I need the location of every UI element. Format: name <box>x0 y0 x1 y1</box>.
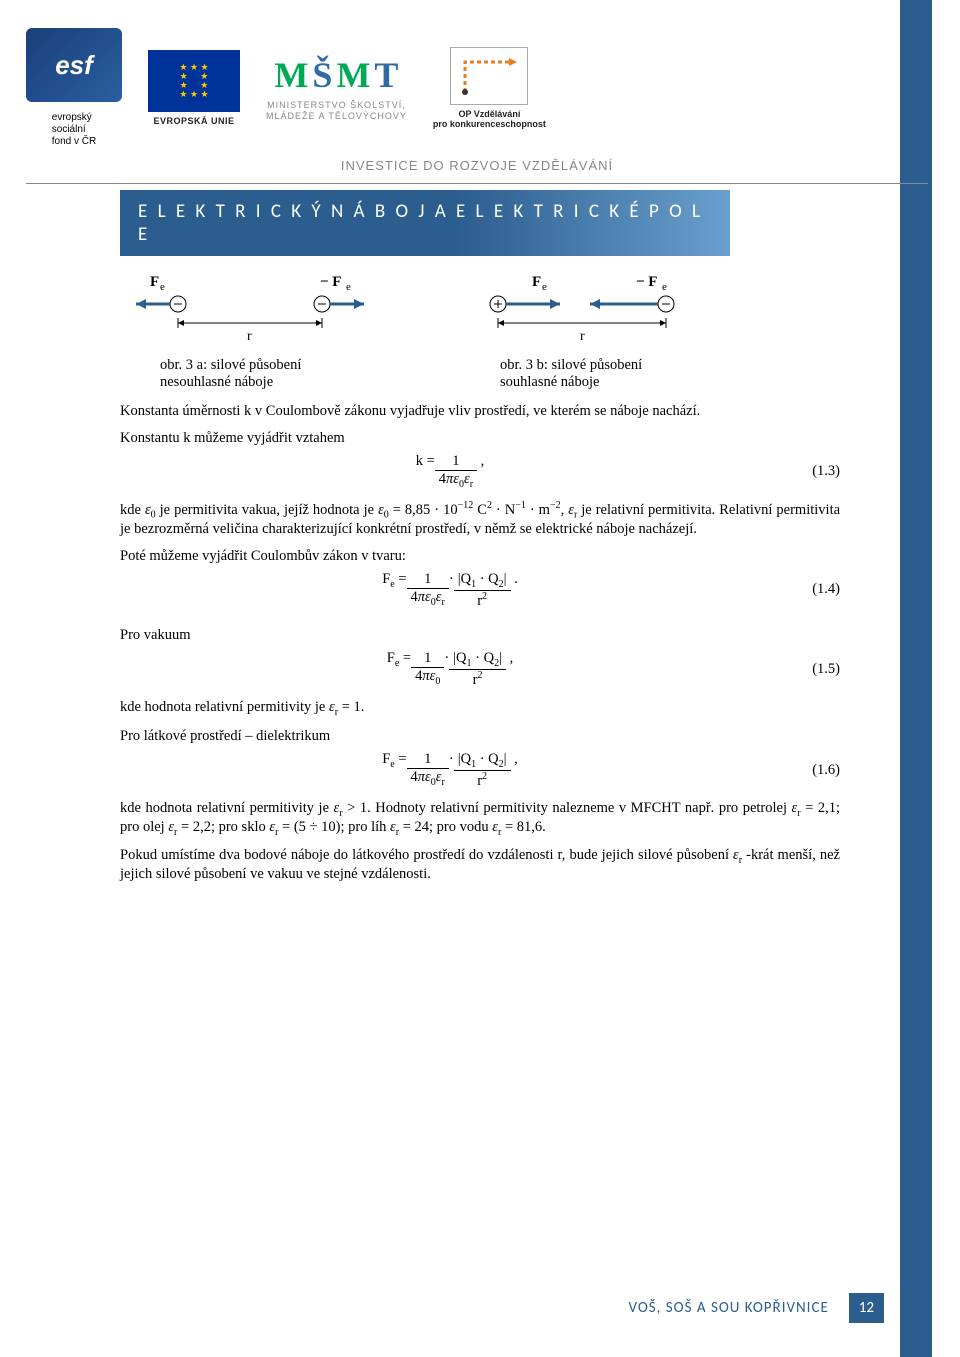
svg-text:e: e <box>160 281 165 293</box>
para-3: kde ε0 je permitivita vakua, jejíž hodno… <box>120 500 840 538</box>
eu-label: EVROPSKÁ UNIE <box>153 116 234 126</box>
svg-text:− F: − F <box>636 274 657 290</box>
figure-captions: obr. 3 a: silové působení nesouhlasné ná… <box>120 357 840 391</box>
page-footer: VOŠ, SOŠ A SOU KOPŘIVNICE 12 <box>629 1293 885 1323</box>
svg-text:e: e <box>346 281 351 293</box>
para-4: Poté můžeme vyjádřit Coulombův zákon v t… <box>120 548 840 565</box>
figure-3b: F e − F e r <box>440 270 700 353</box>
ministry-line1: MINISTERSTVO ŠKOLSTVÍ, <box>266 100 407 111</box>
para-9: Pokud umístíme dva bodové náboje do látk… <box>120 847 840 883</box>
fig3b-caption-2: souhlasné náboje <box>500 374 700 391</box>
footer-page-number: 12 <box>849 1293 884 1323</box>
para-6: kde hodnota relativní permitivity je εr … <box>120 699 840 718</box>
svg-text:e: e <box>662 281 667 293</box>
equation-1-3: k = 1 4πε0εr , (1.3) <box>120 453 840 490</box>
equation-1-6: Fe = 1 4πε0εr · |Q1 · Q2| r2 , (1.6) <box>120 751 840 790</box>
eq13-num: 1 <box>435 453 477 470</box>
svg-text:− F: − F <box>320 274 341 290</box>
esf-line1: evropský <box>52 112 96 124</box>
esf-line3: fond v ČR <box>52 136 96 148</box>
eq13-number: (1.3) <box>780 463 840 480</box>
svg-text:r: r <box>580 329 585 344</box>
eu-logo: ★ ★ ★★ ★★ ★★ ★ ★ EVROPSKÁ UNIE <box>148 50 240 126</box>
para-8: kde hodnota relativní permitivity je εr … <box>120 800 840 838</box>
fig3a-caption-2: nesouhlasné náboje <box>160 374 380 391</box>
figure-3a: F e − F e r <box>120 270 380 353</box>
ministry-line2: MLÁDEŽE A TĚLOVÝCHOVY <box>266 111 407 122</box>
content-area: F e − F e r <box>0 270 960 883</box>
investice-text: INVESTICE DO ROZVOJE VZDĚLÁVÁNÍ <box>26 158 928 173</box>
chapter-banner: E L E K T R I C K Ý N Á B O J A E L E K … <box>120 190 730 256</box>
para-2: Konstantu k můžeme vyjádřit vztahem <box>120 430 840 447</box>
svg-text:F: F <box>532 274 541 290</box>
opvk-line2: pro konkurenceschopnost <box>433 119 546 129</box>
esf-brand: esf <box>55 50 93 81</box>
fig3a-caption-1: obr. 3 a: silové působení <box>160 357 380 374</box>
ministry-logo: MŠMT MINISTERSTVO ŠKOLSTVÍ, MLÁDEŽE A TĚ… <box>266 54 407 122</box>
header-divider <box>26 183 928 184</box>
svg-text:F: F <box>150 274 159 290</box>
page-header: esf evropský sociální fond v ČR ★ ★ ★★ ★… <box>0 0 960 256</box>
para-7: Pro látkové prostředí – dielektrikum <box>120 728 840 745</box>
svg-text:e: e <box>542 281 547 293</box>
esf-logo: esf evropský sociální fond v ČR <box>26 28 122 148</box>
svg-text:r: r <box>247 329 252 344</box>
esf-line2: sociální <box>52 124 96 136</box>
footer-school: VOŠ, SOŠ A SOU KOPŘIVNICE <box>629 1299 829 1317</box>
eq14-number: (1.4) <box>780 581 840 598</box>
opvk-line1: OP Vzdělávání <box>433 109 546 119</box>
eq16-number: (1.6) <box>780 762 840 779</box>
para-5: Pro vakuum <box>120 627 840 644</box>
eq15-number: (1.5) <box>780 661 840 678</box>
equation-1-5: Fe = 1 4πε0 · |Q1 · Q2| r2 , (1.5) <box>120 650 840 689</box>
opvk-logo: OP Vzdělávání pro konkurenceschopnost <box>433 47 546 129</box>
equation-1-4: Fe = 1 4πε0εr · |Q1 · Q2| r2 . (1.4) <box>120 571 840 610</box>
fig3b-caption-1: obr. 3 b: silové působení <box>500 357 700 374</box>
para-1: Konstanta úměrnosti k v Coulombově zákon… <box>120 403 840 420</box>
figure-row: F e − F e r <box>120 270 840 353</box>
